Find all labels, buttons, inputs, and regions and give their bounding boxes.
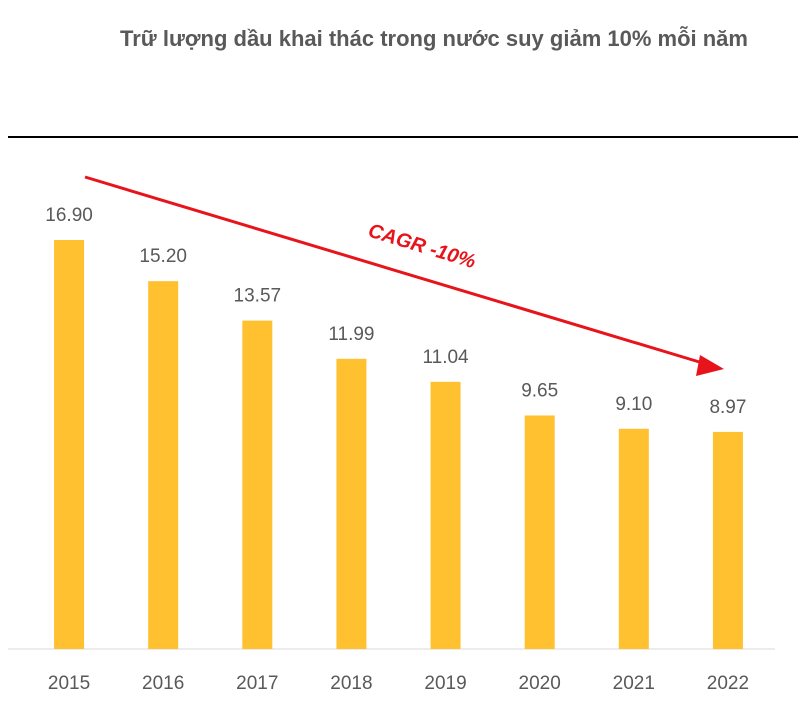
value-label-2020: 9.65 bbox=[521, 380, 558, 401]
tick-label-2016: 2016 bbox=[142, 673, 184, 694]
chart-title: Trữ lượng dầu khai thác trong nước suy g… bbox=[120, 26, 748, 51]
tick-label-2017: 2017 bbox=[236, 673, 278, 694]
bar-2015 bbox=[54, 240, 85, 649]
bar-2019 bbox=[430, 381, 461, 649]
value-label-2018: 11.99 bbox=[328, 324, 374, 345]
bar-2018 bbox=[336, 358, 367, 649]
bar-2021 bbox=[618, 428, 649, 649]
tick-label-2018: 2018 bbox=[330, 673, 372, 694]
value-label-2021: 9.10 bbox=[615, 394, 652, 415]
trend-arrowhead bbox=[696, 355, 724, 376]
value-label-2019: 11.04 bbox=[422, 347, 469, 368]
tick-label-2022: 2022 bbox=[707, 673, 749, 694]
value-label-2015: 16.90 bbox=[45, 205, 93, 226]
tick-label-2020: 2020 bbox=[519, 673, 561, 694]
bar-2020 bbox=[524, 415, 555, 649]
value-label-2017: 13.57 bbox=[234, 286, 282, 307]
tick-label-2015: 2015 bbox=[48, 673, 90, 694]
trend-arrow-line bbox=[84, 175, 707, 366]
value-label-2016: 15.20 bbox=[139, 246, 187, 267]
value-label-2022: 8.97 bbox=[709, 397, 746, 418]
bar-2017 bbox=[242, 320, 273, 649]
tick-label-2019: 2019 bbox=[424, 673, 466, 694]
title-divider bbox=[8, 136, 798, 138]
tick-label-2021: 2021 bbox=[613, 673, 655, 694]
bar-2016 bbox=[148, 281, 179, 649]
bar-2022 bbox=[712, 431, 743, 649]
